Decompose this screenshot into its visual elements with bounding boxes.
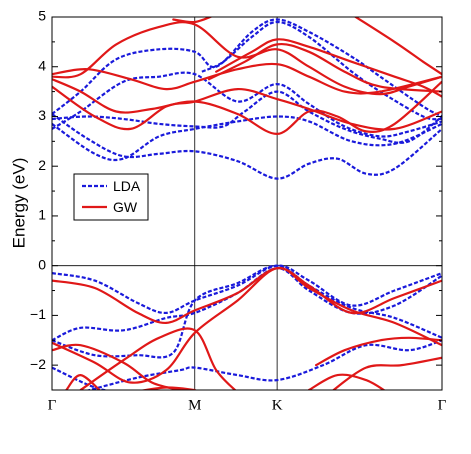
gw-band-5 (138, 386, 196, 390)
gw-band-12 (52, 62, 442, 95)
lda-band-3 (52, 264, 442, 359)
kpoint-label-0: Γ (48, 397, 57, 413)
y-tick-label: 3 (38, 107, 46, 123)
lda-band-1 (52, 264, 442, 315)
y-tick-label: −2 (30, 356, 46, 372)
gw-band-15 (207, 42, 442, 93)
y-tick-label: 2 (38, 157, 46, 173)
lda-band-5 (85, 339, 442, 390)
lda-band-9 (52, 71, 442, 138)
legend-box (73, 173, 149, 221)
y-tick-label: 0 (38, 256, 46, 272)
frame-layer (51, 16, 443, 391)
plot-frame (51, 16, 443, 391)
lda-band-6 (52, 113, 442, 180)
gw-band-8 (315, 336, 442, 367)
gw-band-13 (52, 21, 442, 96)
gw-band-16 (215, 38, 442, 98)
gw-band-14 (172, 17, 214, 24)
ticks-layer: −2 −1 0 1 2 3 4 5 Γ M K Γ (30, 8, 447, 414)
bands-layer (52, 17, 442, 390)
kpoint-label-3: Γ (438, 397, 447, 413)
gw-band-1 (52, 267, 442, 325)
gw-band-17 (353, 17, 442, 76)
gw-band-9 (331, 356, 442, 390)
y-axis-title: Energy (eV) (9, 158, 28, 249)
legend-gw-label: GW (113, 199, 138, 215)
gw-band-3 (52, 343, 182, 390)
y-tick-label: −1 (30, 306, 46, 322)
kpoint-label-1: M (188, 397, 201, 413)
gw-band-2 (52, 267, 442, 384)
legend: LDA GW (73, 173, 149, 221)
lda-band-8 (52, 90, 442, 144)
y-tick-label: 1 (38, 207, 46, 223)
y-tick-label: 4 (38, 57, 46, 73)
gw-band-10 (52, 78, 442, 136)
kpoint-label-2: K (272, 397, 283, 413)
gw-band-11 (52, 85, 442, 131)
gw-band-4 (79, 327, 237, 390)
lda-band-2 (52, 267, 442, 342)
lda-band-11 (201, 20, 442, 121)
y-tick-label: 5 (38, 8, 46, 24)
grid-layer (52, 17, 442, 390)
lda-band-7 (52, 115, 442, 162)
legend-lda-label: LDA (113, 178, 141, 194)
gw-band-6 (65, 374, 101, 390)
lda-band-10 (52, 18, 442, 118)
